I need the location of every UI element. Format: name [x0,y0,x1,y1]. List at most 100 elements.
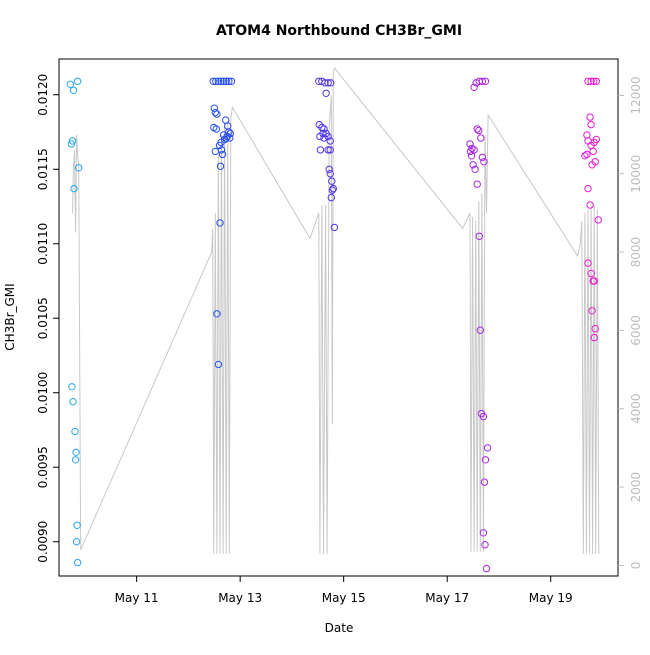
data-point [470,83,478,92]
data-point [219,77,228,86]
x-axis: May 11 May 13 May 15 May 17 May 19 [115,576,573,605]
data-point [320,125,328,133]
data-point [72,448,80,456]
data-point [483,444,492,452]
x-tick-label: May 17 [425,591,469,605]
data-point [321,79,329,87]
data-point [587,269,595,278]
data-point [215,141,224,150]
data-point [467,152,476,160]
altitude-trace [72,66,600,554]
data-point [227,77,236,86]
data-point [68,383,76,391]
data-point [71,427,79,436]
data-point [324,79,332,87]
data-point [69,86,78,95]
data-point [329,184,337,193]
y2-tick-label: 8000 [629,237,643,268]
data-point [327,193,335,202]
series-3 [315,77,339,232]
data-point [214,360,223,369]
data-point [209,77,217,86]
data-point [481,541,489,549]
data-point [225,77,233,86]
y2-tick-label: 4000 [629,393,643,424]
data-point [73,521,81,529]
data-point [590,333,598,342]
data-point [466,140,474,148]
y-tick-label: 0.0120 [36,74,50,116]
data-point [226,134,234,142]
data-point [594,216,602,224]
data-point [473,180,481,188]
chart-title: ATOM4 Northbound CH3Br_GMI [216,23,462,39]
data-point [477,134,485,142]
data-point [480,158,488,166]
data-point [216,162,225,171]
y-tick-label: 0.0105 [36,297,50,339]
data-point [591,325,599,333]
data-point [326,146,334,154]
y-tick-label: 0.0115 [36,148,50,190]
data-point [69,398,77,406]
data-points [66,77,602,573]
y-tick-label: 0.0100 [36,372,50,414]
x-tick-label: May 15 [322,591,366,605]
data-point [475,126,483,135]
data-point [322,89,330,98]
data-point [583,131,591,139]
data-point [66,80,75,89]
data-point [213,110,221,118]
y-tick-label: 0.0110 [36,223,50,265]
data-point [479,412,488,421]
data-point [588,307,596,315]
series-2 [209,77,236,369]
data-point [586,201,594,209]
data-point [592,77,600,86]
data-point [327,79,335,87]
y2-tick-label: 12000 [629,76,643,114]
data-point [328,186,336,194]
data-point [210,104,219,112]
data-point [470,146,478,154]
data-point [584,77,592,86]
data-point [217,77,225,86]
data-point [471,165,479,174]
data-point [482,564,491,573]
data-point [73,558,82,567]
data-point [481,77,490,86]
y-tick-label: 0.0095 [36,446,50,488]
data-point [590,77,598,86]
data-point [473,125,481,133]
y2-tick-label: 0 [629,562,643,570]
y2-axis: 0 2000 4000 6000 8000 10000 12000 [618,76,643,569]
data-point [590,277,598,285]
data-point [325,165,333,174]
y2-tick-label: 2000 [629,472,643,503]
data-point [469,161,477,169]
data-point [584,137,592,145]
plot-frame [58,58,619,577]
plot-border [58,58,619,577]
data-point [481,456,490,464]
data-point [330,223,339,232]
data-point [222,77,230,86]
data-point [588,161,596,169]
x-tick-label: May 13 [218,591,262,605]
data-point [211,147,220,156]
data-point [476,326,484,334]
data-point [328,177,336,185]
series-4 [466,77,492,573]
y-tick-label: 0.0090 [36,521,50,563]
data-point [73,77,82,86]
x-axis-label: Date [325,621,354,635]
data-point [587,120,595,129]
series-5 [581,77,602,342]
y2-tick-label: 10000 [629,155,643,193]
data-point [75,164,83,172]
series-1 [66,77,83,567]
data-point [70,184,78,193]
data-point [466,147,475,156]
data-point [478,77,487,86]
